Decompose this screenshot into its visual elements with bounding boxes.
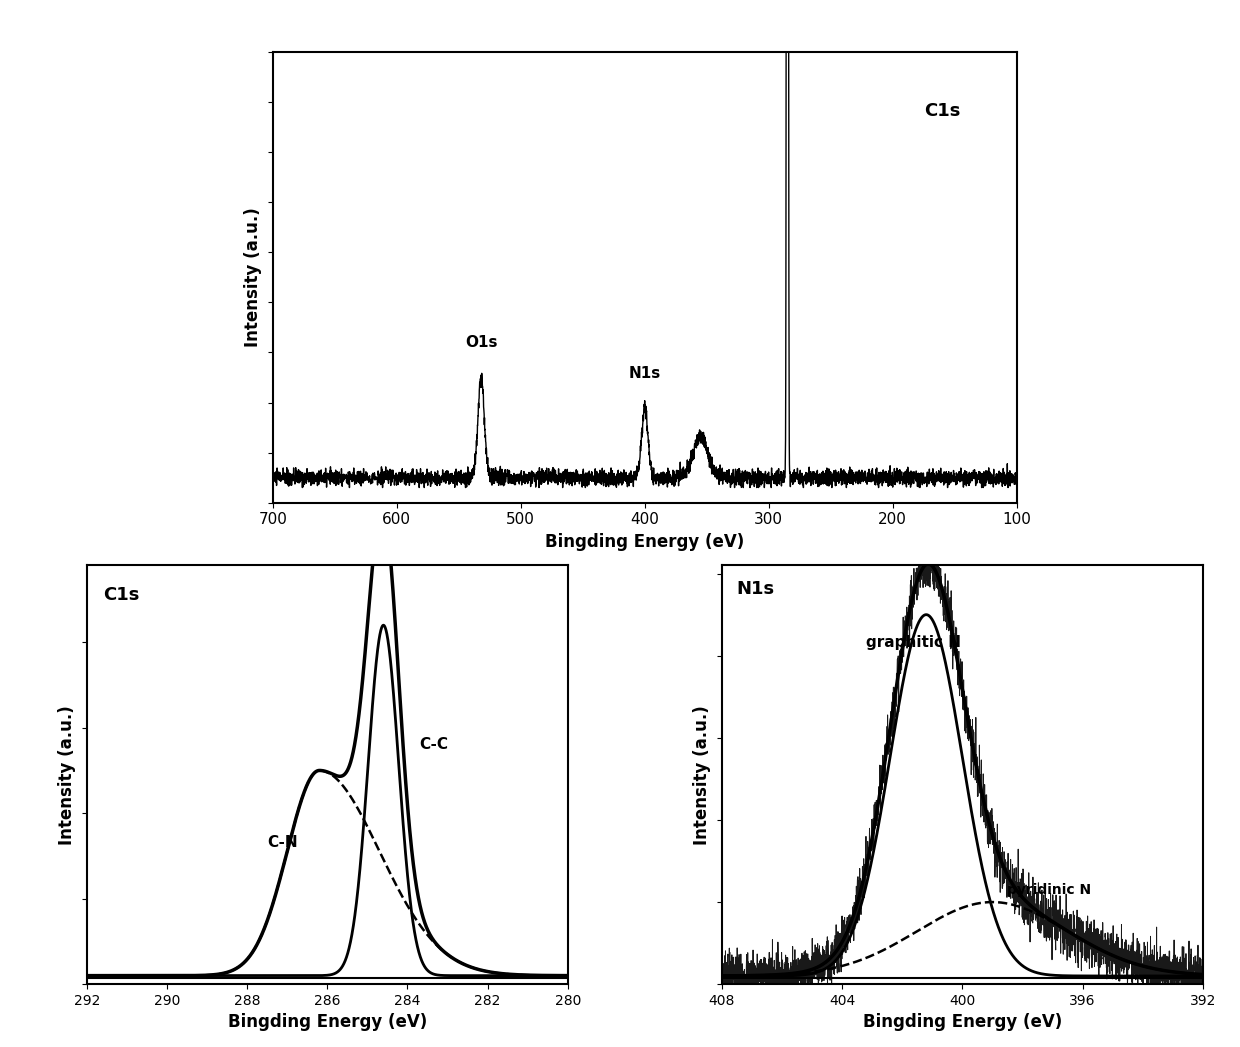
Text: N1s: N1s [629, 365, 661, 380]
Text: N1s: N1s [737, 580, 775, 598]
Y-axis label: Intensity (a.u.): Intensity (a.u.) [58, 705, 77, 845]
X-axis label: Bingding Energy (eV): Bingding Energy (eV) [228, 1013, 427, 1031]
Text: O1s: O1s [465, 335, 497, 351]
Text: pyridinic N: pyridinic N [1007, 883, 1091, 897]
Y-axis label: Intensity (a.u.): Intensity (a.u.) [693, 705, 712, 845]
Text: C1s: C1s [924, 103, 960, 120]
X-axis label: Bingding Energy (eV): Bingding Energy (eV) [546, 533, 744, 551]
X-axis label: Bingding Energy (eV): Bingding Energy (eV) [863, 1013, 1061, 1031]
Text: graphitic N: graphitic N [866, 636, 961, 650]
Y-axis label: Intensity (a.u.): Intensity (a.u.) [244, 207, 263, 348]
Text: C-N: C-N [267, 836, 298, 850]
Text: C-C: C-C [419, 737, 449, 752]
Text: C1s: C1s [103, 585, 139, 603]
